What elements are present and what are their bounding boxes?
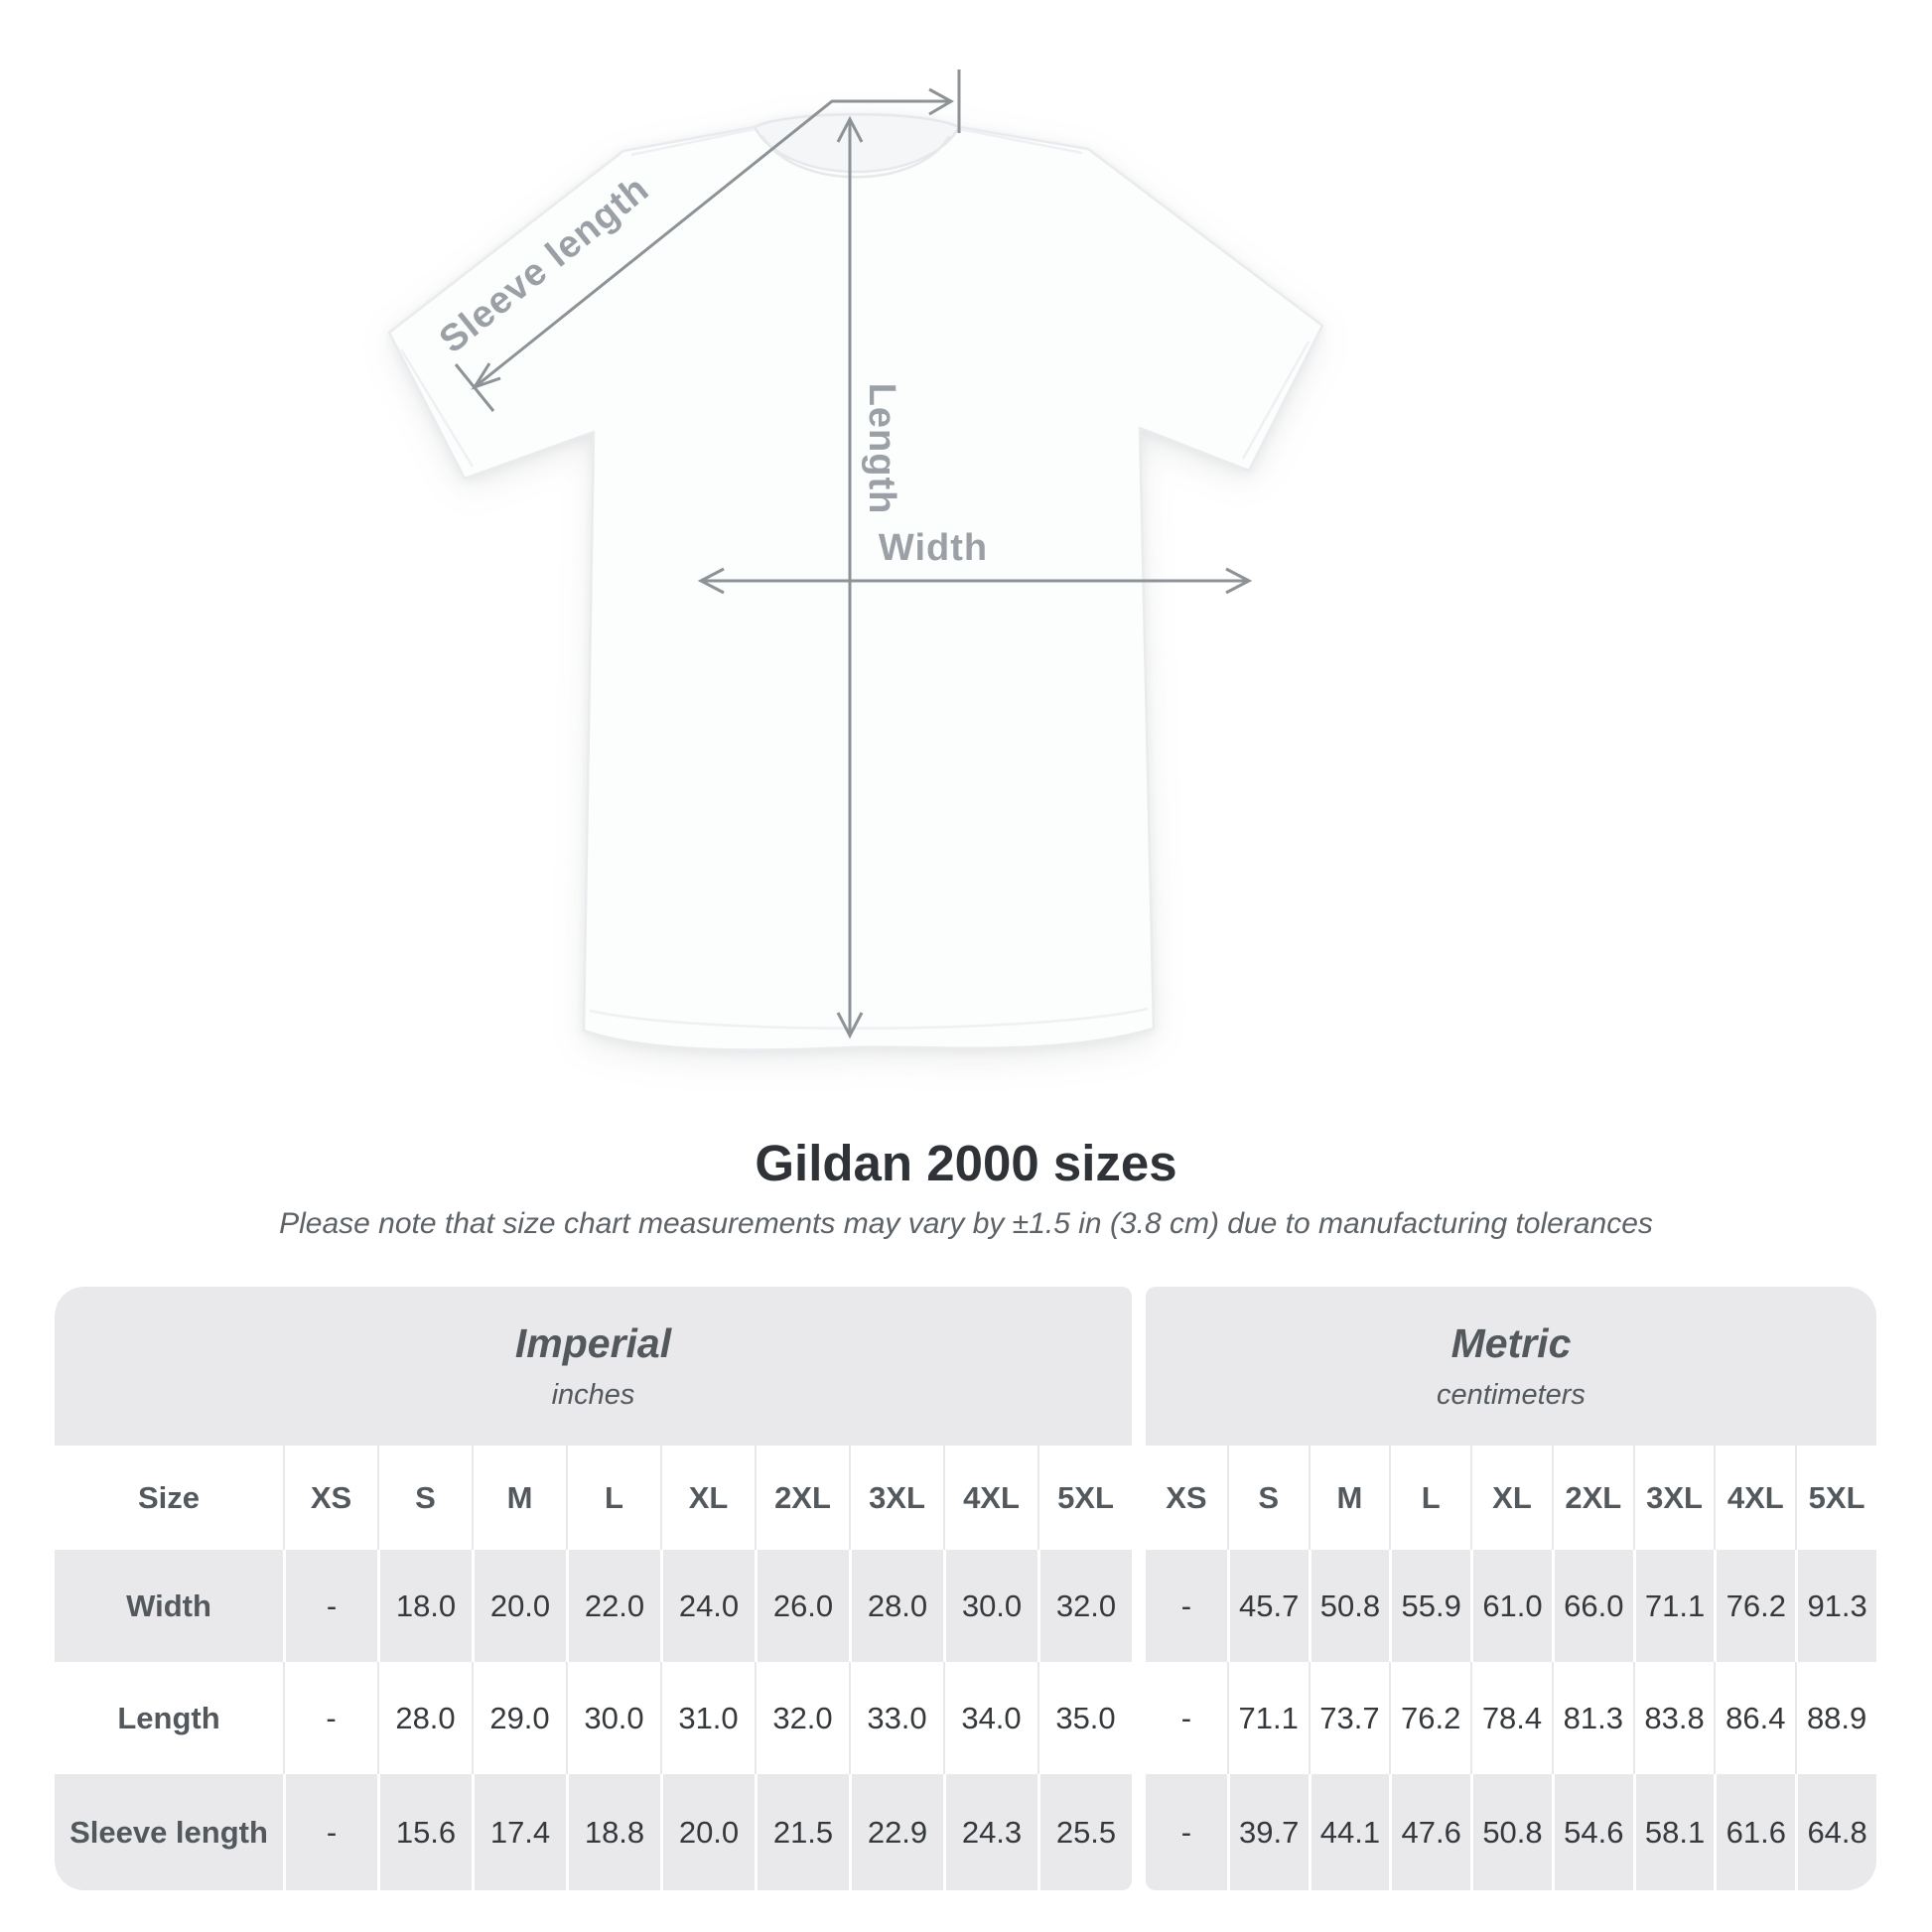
length-metric-s: 71.1 — [1226, 1662, 1309, 1774]
sleeve-imperial-3xl: 22.9 — [849, 1774, 943, 1890]
sleeve-imperial-s: 15.6 — [377, 1774, 472, 1890]
width-metric-4xl: 76.2 — [1714, 1550, 1796, 1662]
width-imperial-5xl: 32.0 — [1037, 1550, 1132, 1662]
imperial-size-header-s: S — [377, 1446, 472, 1550]
imperial-group-unit: inches — [551, 1379, 635, 1411]
length-metric-5xl: 88.9 — [1795, 1662, 1876, 1774]
metric-group-header: Metric centimeters — [1146, 1287, 1876, 1446]
metric-block: Metric centimeters XS S M L XL 2XL 3XL 4… — [1146, 1287, 1876, 1890]
sleeve-metric-4xl: 61.6 — [1714, 1774, 1796, 1890]
row-label-sleeve-length: Sleeve length — [55, 1774, 283, 1890]
width-imperial-xl: 24.0 — [660, 1550, 755, 1662]
length-imperial-xl: 31.0 — [660, 1662, 755, 1774]
length-imperial-2xl: 32.0 — [755, 1662, 849, 1774]
length-metric-xl: 78.4 — [1470, 1662, 1552, 1774]
metric-size-header-4xl: 4XL — [1714, 1446, 1796, 1550]
length-annotation: Length — [836, 115, 902, 1039]
width-metric-3xl: 71.1 — [1632, 1550, 1715, 1662]
width-metric-l: 55.9 — [1389, 1550, 1471, 1662]
sleeve-imperial-m: 17.4 — [472, 1774, 566, 1890]
size-table: Imperial inches Size XS S M L XL 2XL 3XL… — [55, 1287, 1876, 1890]
width-metric-m: 50.8 — [1308, 1550, 1390, 1662]
page-title: Gildan 2000 sizes — [755, 1135, 1177, 1191]
tshirt-measurement-diagram: Sleeve length Length Width — [387, 69, 1324, 1051]
length-metric-l: 76.2 — [1389, 1662, 1471, 1774]
metric-size-header-xs: XS — [1146, 1446, 1227, 1550]
length-imperial-xs: - — [283, 1662, 377, 1774]
length-metric-2xl: 81.3 — [1551, 1662, 1633, 1774]
width-imperial-l: 22.0 — [566, 1550, 660, 1662]
length-metric-xs: - — [1146, 1662, 1227, 1774]
imperial-size-header-m: M — [472, 1446, 566, 1550]
metric-size-header-m: M — [1308, 1446, 1390, 1550]
metric-size-header-s: S — [1226, 1446, 1309, 1550]
length-metric-m: 73.7 — [1308, 1662, 1390, 1774]
width-imperial-3xl: 28.0 — [849, 1550, 943, 1662]
sleeve-imperial-2xl: 21.5 — [755, 1774, 849, 1890]
sleeve-metric-m: 44.1 — [1308, 1774, 1390, 1890]
width-imperial-2xl: 26.0 — [755, 1550, 849, 1662]
imperial-size-header-l: L — [566, 1446, 660, 1550]
imperial-size-header-3xl: 3XL — [849, 1446, 943, 1550]
length-imperial-5xl: 35.0 — [1037, 1662, 1132, 1774]
length-metric-3xl: 83.8 — [1632, 1662, 1715, 1774]
sleeve-metric-xs: - — [1146, 1774, 1227, 1890]
imperial-size-header-5xl: 5XL — [1037, 1446, 1132, 1550]
metric-size-header-5xl: 5XL — [1795, 1446, 1876, 1550]
tolerance-note: Please note that size chart measurements… — [279, 1207, 1653, 1240]
width-metric-xl: 61.0 — [1470, 1550, 1552, 1662]
width-label: Width — [879, 527, 988, 569]
metric-size-header-l: L — [1389, 1446, 1471, 1550]
width-imperial-4xl: 30.0 — [943, 1550, 1037, 1662]
metric-group-title: Metric — [1450, 1320, 1572, 1366]
length-imperial-m: 29.0 — [472, 1662, 566, 1774]
length-imperial-4xl: 34.0 — [943, 1662, 1037, 1774]
length-imperial-s: 28.0 — [377, 1662, 472, 1774]
metric-group-unit: centimeters — [1437, 1379, 1586, 1411]
imperial-group-header: Imperial inches — [55, 1287, 1132, 1446]
imperial-size-header-2xl: 2XL — [755, 1446, 849, 1550]
width-imperial-xs: - — [283, 1550, 377, 1662]
sleeve-metric-2xl: 54.6 — [1551, 1774, 1633, 1890]
length-imperial-l: 30.0 — [566, 1662, 660, 1774]
imperial-size-header-4xl: 4XL — [943, 1446, 1037, 1550]
imperial-size-header-xs: XS — [283, 1446, 377, 1550]
sleeve-metric-l: 47.6 — [1389, 1774, 1471, 1890]
width-imperial-m: 20.0 — [472, 1550, 566, 1662]
imperial-size-header-xl: XL — [660, 1446, 755, 1550]
sleeve-metric-5xl: 64.8 — [1795, 1774, 1876, 1890]
size-column-header: Size — [55, 1446, 283, 1550]
length-metric-4xl: 86.4 — [1714, 1662, 1796, 1774]
length-imperial-3xl: 33.0 — [849, 1662, 943, 1774]
sleeve-metric-s: 39.7 — [1226, 1774, 1309, 1890]
width-metric-5xl: 91.3 — [1795, 1550, 1876, 1662]
metric-size-header-3xl: 3XL — [1632, 1446, 1715, 1550]
width-imperial-s: 18.0 — [377, 1550, 472, 1662]
metric-size-header-2xl: 2XL — [1551, 1446, 1633, 1550]
width-metric-xs: - — [1146, 1550, 1227, 1662]
sleeve-imperial-l: 18.8 — [566, 1774, 660, 1890]
imperial-block: Imperial inches Size XS S M L XL 2XL 3XL… — [55, 1287, 1132, 1890]
row-label-length: Length — [55, 1662, 283, 1774]
imperial-group-title: Imperial — [514, 1320, 672, 1366]
sleeve-imperial-4xl: 24.3 — [943, 1774, 1037, 1890]
width-metric-2xl: 66.0 — [1551, 1550, 1633, 1662]
row-label-width: Width — [55, 1550, 283, 1662]
sleeve-metric-xl: 50.8 — [1470, 1774, 1552, 1890]
metric-size-header-xl: XL — [1470, 1446, 1552, 1550]
width-metric-s: 45.7 — [1226, 1550, 1309, 1662]
sleeve-imperial-xs: - — [283, 1774, 377, 1890]
sleeve-imperial-5xl: 25.5 — [1037, 1774, 1132, 1890]
sleeve-metric-3xl: 58.1 — [1632, 1774, 1715, 1890]
length-label: Length — [861, 383, 902, 515]
sleeve-imperial-xl: 20.0 — [660, 1774, 755, 1890]
width-annotation: Width — [697, 527, 1253, 595]
